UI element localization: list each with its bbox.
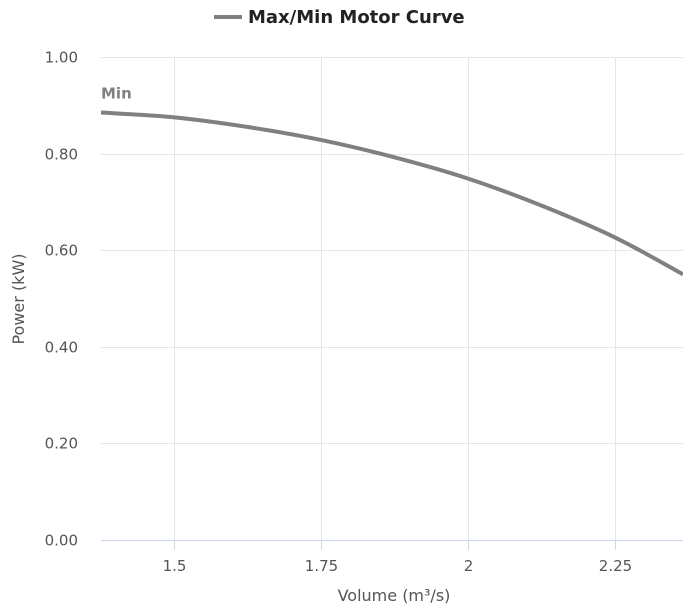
series: Min bbox=[100, 85, 683, 277]
legend[interactable]: Max/Min Motor Curve bbox=[214, 7, 465, 28]
x-axis-title: Volume (m³/s) bbox=[338, 586, 451, 605]
series-line[interactable] bbox=[100, 110, 683, 277]
x-tick-label: 2 bbox=[464, 557, 474, 575]
y-tick-label: 0.80 bbox=[45, 146, 78, 164]
y-tick-label: 0.20 bbox=[45, 435, 78, 453]
x-tick-label: 1.75 bbox=[305, 557, 338, 575]
x-tick-label: 1.5 bbox=[163, 557, 187, 575]
y-tick-label: 1.00 bbox=[45, 49, 78, 67]
legend-entry-label: Max/Min Motor Curve bbox=[248, 7, 465, 28]
y-axis-ticks: 0.00 0.20 0.40 0.60 0.80 1.00 bbox=[45, 49, 78, 550]
x-tick-label: 2.25 bbox=[599, 557, 632, 575]
x-axis-ticks: 1.5 1.75 2 2.25 bbox=[101, 540, 683, 575]
y-tick-label: 0.60 bbox=[45, 242, 78, 260]
y-tick-label: 0.00 bbox=[45, 532, 78, 550]
grid bbox=[101, 57, 683, 541]
y-tick-label: 0.40 bbox=[45, 339, 78, 357]
y-axis-title: Power (kW) bbox=[9, 253, 28, 344]
series-end-label: Min bbox=[101, 85, 132, 103]
